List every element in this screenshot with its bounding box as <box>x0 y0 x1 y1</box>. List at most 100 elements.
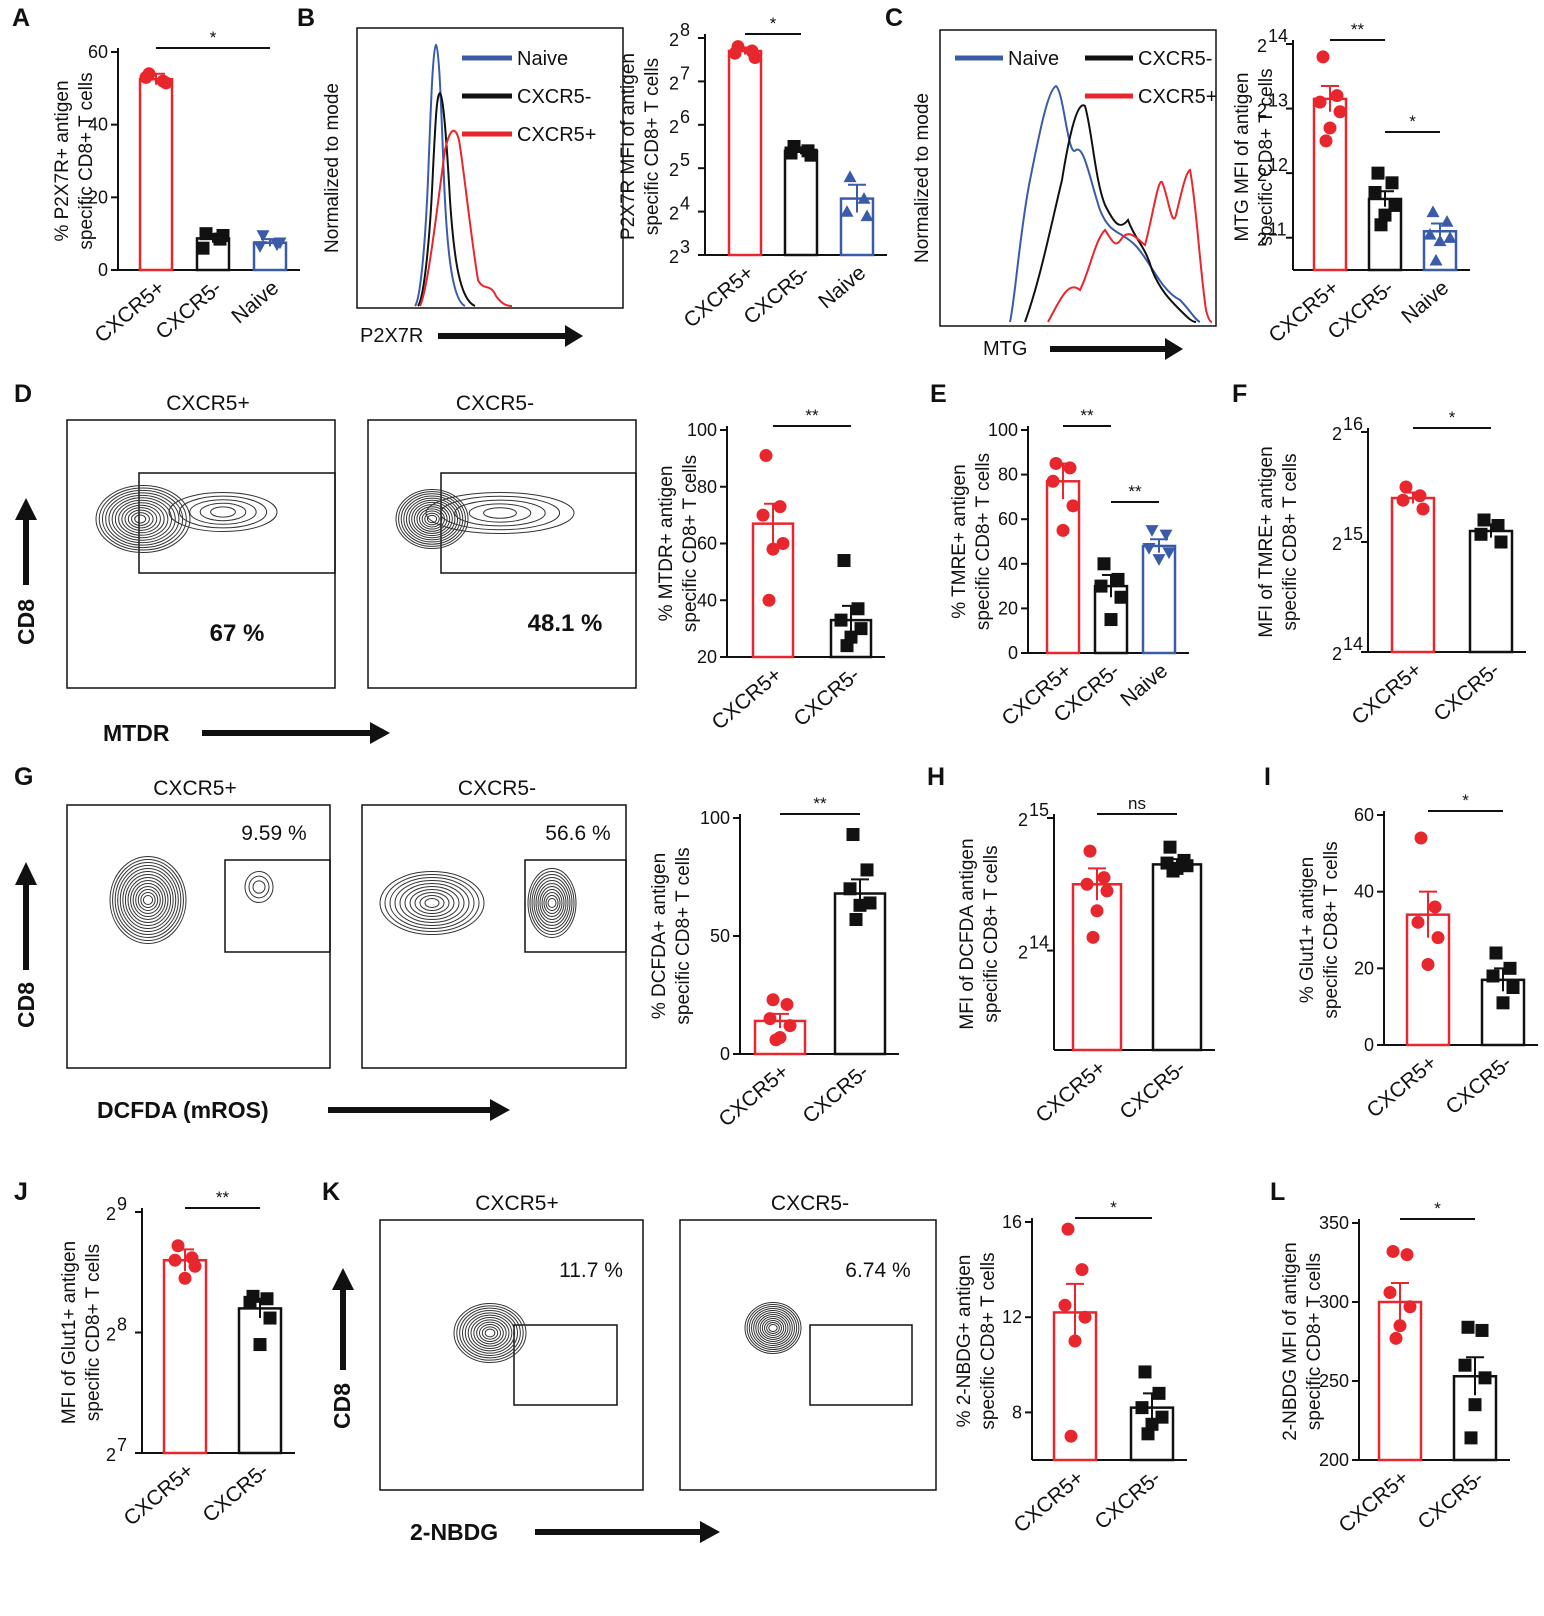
flow-d-pos-contours <box>95 485 278 553</box>
chart-c-point-0-5 <box>1319 134 1333 148</box>
chart-l-point-1-2 <box>1458 1358 1472 1372</box>
chart-c-point-2-5 <box>1429 253 1443 266</box>
chart-c-point-2-0 <box>1426 205 1440 218</box>
chart-f-tick-exponent: 14 <box>1343 634 1363 654</box>
chart-c-point-2-3 <box>1443 231 1457 243</box>
contour-k-pos-ring <box>481 1326 499 1340</box>
chart-j-tick-exponent: 9 <box>117 1194 127 1214</box>
flow-k-neg-contours <box>744 1302 802 1354</box>
chart-d-category-label-1: CXCR5- <box>790 663 865 731</box>
contour-d-pos-ring <box>114 499 169 539</box>
chart-b-point-1-2 <box>784 146 798 160</box>
chart-a-point-2-0 <box>256 230 270 242</box>
chart-e-point-1-3 <box>1114 590 1128 604</box>
chart-f-point-1-0 <box>1477 513 1491 527</box>
histogram-b-naive-curve <box>414 43 466 307</box>
chart-j-point-0-3 <box>188 1259 202 1273</box>
histogram-c-x-arrowhead <box>1165 338 1183 360</box>
chart-g-point-1-2 <box>843 882 857 896</box>
contour-g-neg-ring <box>531 874 573 932</box>
contour-k-pos-ring <box>467 1314 513 1352</box>
flow-d-y-arrowhead <box>15 498 37 520</box>
chart-e-point-2-3 <box>1162 547 1176 560</box>
chart-b-tick-label: 2 <box>669 117 679 137</box>
contour-k-neg-ring <box>757 1314 789 1342</box>
panel-label-d: D <box>14 380 32 408</box>
chart-k-point-1-2 <box>1135 1401 1149 1415</box>
contour-g-neg-ring <box>537 883 567 923</box>
chart-c-point-0-1 <box>1330 89 1344 103</box>
chart-g-point-1-0 <box>846 828 860 842</box>
contour-d-pos-ring <box>124 507 158 531</box>
chart-l-point-1-1 <box>1475 1323 1489 1337</box>
chart-g-point-0-5 <box>769 1033 783 1047</box>
chart-f-ylabel-line: MFI of TMRE+ antigen <box>1256 446 1277 637</box>
chart-e-tick-label: 0 <box>1008 643 1018 663</box>
contour-g-pos-ring <box>112 859 184 941</box>
chart-l-ylabel-line: specific CD8+ T cells <box>1304 1253 1325 1430</box>
panel-label-j: J <box>14 1178 28 1206</box>
flow-g-neg-percent: 56.6 % <box>545 822 610 845</box>
contour-d-pos-ring <box>210 506 236 518</box>
contour-g-pos-ring <box>140 892 156 908</box>
chart-k-category-label-0: CXCR5+ <box>1010 1466 1089 1537</box>
flow-g-pos-gate <box>224 859 331 953</box>
flow-k-pos-percent: 11.7 % <box>559 1259 623 1282</box>
contour-d-neg-ring <box>416 506 448 532</box>
chart-d-tick-label: 80 <box>697 477 717 497</box>
chart-c-tick-label: 2 <box>1257 36 1267 56</box>
contour-g-neg-ring <box>539 886 565 920</box>
histogram-b-cxcr5neg-curve <box>417 91 476 307</box>
flow-g: CXCR5+ CXCR5- 9.59 % 56.6 % CD8 DCFDA (m… <box>13 777 627 1123</box>
contour-d-pos-ring <box>111 497 173 541</box>
chart-e-sig-label-0: ** <box>1080 406 1094 425</box>
chart-l-tick-label: 200 <box>1319 1450 1349 1470</box>
chart-c-point-1-0 <box>1371 166 1385 180</box>
histogram-c-cxcr5neg-curve <box>1024 104 1197 323</box>
contour-d-neg-ring <box>439 495 561 531</box>
chart-k-point-0-3 <box>1078 1310 1092 1324</box>
contour-g-pos-ring <box>252 880 266 894</box>
chart-b-point-2-3 <box>860 209 874 222</box>
flow-d-neg-frame <box>367 419 637 689</box>
panel-label-e: E <box>930 380 947 408</box>
contour-g-neg-ring <box>533 877 571 929</box>
contour-g-pos-ring <box>244 871 274 903</box>
chart-a-point-2-3 <box>273 237 287 250</box>
contour-d-pos-ring <box>131 512 150 526</box>
chart-d-ylabel-line: specific CD8+ T cells <box>680 455 701 632</box>
chart-j-category-label-0: CXCR5+ <box>120 1459 199 1530</box>
chart-k-point-0-1 <box>1075 1263 1089 1277</box>
chart-j-bar-0 <box>162 1258 208 1455</box>
chart-c-point-2-2 <box>1423 227 1437 240</box>
chart-k-point-0-5 <box>1064 1429 1078 1443</box>
flow-k: CXCR5+ CXCR5- 11.7 % 6.74 % CD8 2-NBDG <box>329 1192 937 1545</box>
bar-chart-g: 0 50 100 % DCFDA+ antigen specific CD8+ T ce… <box>649 794 899 1131</box>
contour-d-neg-ring <box>425 492 575 534</box>
chart-h-point-1-0 <box>1163 840 1177 854</box>
chart-a-point-1-2 <box>196 241 210 255</box>
chart-d-point-1-3 <box>854 622 868 636</box>
chart-i-point-0-0 <box>1414 831 1428 845</box>
chart-e-point-0-3 <box>1066 499 1080 513</box>
chart-c-point-0-4 <box>1323 121 1337 135</box>
chart-j-tick-exponent: 7 <box>117 1435 127 1455</box>
chart-f-point-1-3 <box>1494 535 1508 549</box>
chart-l-tick-label: 250 <box>1319 1371 1349 1391</box>
contour-g-pos-ring <box>114 862 182 938</box>
contour-g-neg-ring <box>543 892 561 914</box>
chart-b-ylabel-line: P2X7R MFI of antigen <box>618 53 639 240</box>
chart-k-point-0-0 <box>1061 1222 1075 1236</box>
chart-k-ylabel-line: specific CD8+ T cells <box>978 1252 999 1429</box>
contour-g-neg-ring <box>419 895 445 911</box>
panel-label-i: I <box>1264 763 1271 791</box>
flow-g-pos-contours <box>109 856 274 944</box>
chart-b-tick-label: 2 <box>669 247 679 267</box>
chart-l-point-0-5 <box>1389 1331 1403 1345</box>
chart-k-point-1-0 <box>1138 1365 1152 1379</box>
chart-g-ylabel-line: specific CD8+ T cells <box>673 847 694 1024</box>
chart-c-point-0-3 <box>1333 105 1347 119</box>
chart-l-ylabel-line: 2-NBDG MFI of antigen <box>1280 1242 1301 1441</box>
